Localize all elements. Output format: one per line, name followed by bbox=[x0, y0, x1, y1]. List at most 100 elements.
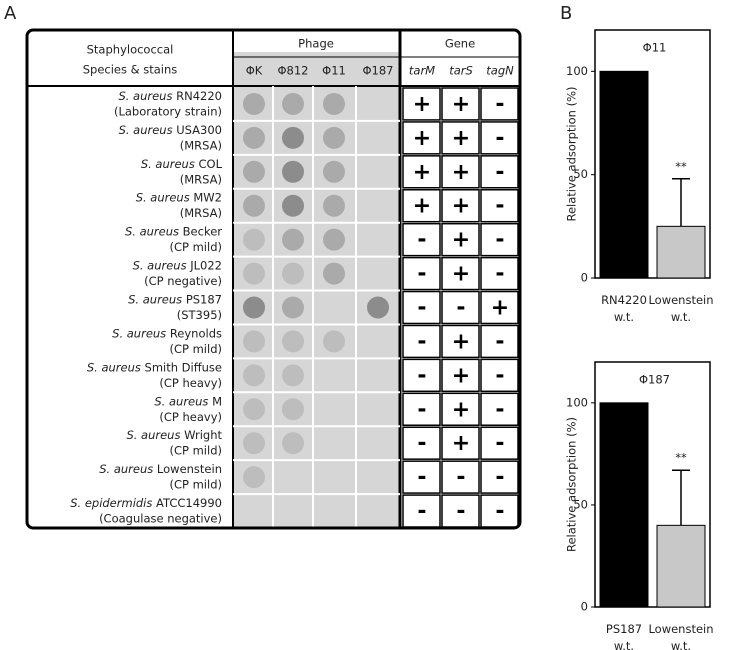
bar bbox=[656, 225, 706, 279]
plaque-spot bbox=[282, 92, 304, 115]
strain: COL bbox=[199, 156, 223, 170]
gene-cell bbox=[441, 324, 480, 359]
gene-cell bbox=[402, 324, 441, 359]
gene-sign: + bbox=[413, 194, 431, 219]
gene-cell bbox=[441, 121, 480, 155]
gene-sign: - bbox=[495, 465, 504, 490]
plaque-spot bbox=[367, 296, 389, 319]
strain: USA300 bbox=[176, 122, 222, 136]
strain-note: (MRSA) bbox=[180, 172, 222, 186]
header-text: Staphylococcal bbox=[87, 43, 174, 57]
gene-sign: - bbox=[495, 431, 504, 456]
plaque-spot bbox=[323, 126, 345, 149]
species: S. aureus bbox=[99, 462, 153, 476]
strain-name: S. aureus JL022 bbox=[133, 258, 222, 272]
plaque-spot bbox=[282, 364, 304, 387]
strain: Wright bbox=[184, 428, 222, 442]
plot-frame bbox=[594, 29, 711, 279]
strain: Reynolds bbox=[170, 326, 222, 340]
gene-cell bbox=[480, 87, 519, 121]
strain-note: (CP mild) bbox=[170, 478, 223, 492]
gene-sign: + bbox=[413, 126, 431, 151]
strain-name: S. aureus Lowenstein bbox=[99, 462, 222, 476]
gene-sign: - bbox=[417, 431, 426, 456]
phage-header: Φ812 bbox=[277, 64, 308, 78]
strain-name: S. aureus M bbox=[154, 394, 222, 408]
gene-cell bbox=[441, 358, 480, 393]
gene-cell bbox=[441, 155, 480, 189]
gene-sign: - bbox=[495, 363, 504, 388]
gene-sign: + bbox=[452, 126, 470, 151]
plaque-spot bbox=[243, 126, 265, 149]
gene-cell bbox=[480, 290, 519, 325]
strain-name: S. aureus PS187 bbox=[128, 292, 222, 306]
gene-sign: - bbox=[417, 465, 426, 490]
gene-cell bbox=[402, 290, 441, 325]
chart-title: Φ187 bbox=[639, 373, 670, 387]
gene-cell bbox=[480, 392, 519, 426]
gene-cell bbox=[480, 222, 519, 257]
x-tick-label: Lowenstein w.t. bbox=[648, 622, 713, 650]
group-header: Gene bbox=[445, 37, 475, 51]
gene-cell bbox=[402, 155, 441, 189]
gene-sign: - bbox=[495, 194, 504, 219]
strain: JL022 bbox=[189, 258, 222, 272]
gene-sign: + bbox=[413, 92, 431, 117]
y-tick-label: 0 bbox=[581, 600, 588, 614]
header-text: Species & stains bbox=[83, 63, 178, 77]
plaque-spot bbox=[243, 194, 265, 217]
gene-sign: - bbox=[495, 92, 504, 117]
gene-sign: - bbox=[495, 160, 504, 185]
plaque-spot bbox=[282, 262, 304, 285]
phage-header: Φ187 bbox=[362, 64, 393, 78]
gene-sign: - bbox=[456, 296, 465, 321]
strain-name: S. aureus Wright bbox=[126, 428, 222, 442]
gene-cell bbox=[441, 460, 480, 494]
x-tick-label: RN4220 w.t. bbox=[601, 293, 647, 324]
y-tick-label: 100 bbox=[566, 395, 588, 409]
significance: ** bbox=[675, 451, 687, 465]
gene-cell bbox=[480, 460, 519, 494]
gene-sign: + bbox=[452, 363, 470, 388]
plaque-spot bbox=[243, 228, 265, 251]
x-tick-label: PS187 w.t. bbox=[606, 622, 642, 650]
plaque-spot bbox=[323, 262, 345, 285]
gene-sign: + bbox=[413, 160, 431, 185]
gene-cell bbox=[441, 87, 480, 121]
gene-sign: + bbox=[491, 296, 509, 321]
gene-cell bbox=[480, 358, 519, 393]
gene-sign: + bbox=[452, 160, 470, 185]
table-frame bbox=[25, 28, 522, 530]
plaque-spot bbox=[282, 228, 304, 251]
phage-header: Φ11 bbox=[322, 64, 346, 78]
gene-sign: + bbox=[452, 431, 470, 456]
plaque-spot bbox=[323, 160, 345, 183]
gene-sign: + bbox=[452, 92, 470, 117]
chart-title: Φ11 bbox=[643, 41, 667, 55]
gene-sign: - bbox=[495, 397, 504, 422]
gene-cell bbox=[480, 256, 519, 291]
y-tick-label: 50 bbox=[573, 167, 588, 181]
plaque-spot bbox=[243, 398, 265, 421]
plaque-spot bbox=[282, 432, 304, 455]
panel-label: B bbox=[560, 3, 572, 24]
plaque-spot bbox=[282, 160, 304, 183]
strain-note: (CP heavy) bbox=[159, 376, 222, 390]
gene-cell bbox=[441, 222, 480, 257]
gene-sign: - bbox=[417, 296, 426, 321]
strain: Smith Diffuse bbox=[145, 360, 222, 374]
strain-note: (MRSA) bbox=[180, 138, 222, 152]
gene-cell bbox=[402, 358, 441, 393]
strain-name: S. aureus MW2 bbox=[136, 190, 222, 204]
gene-cell bbox=[402, 121, 441, 155]
gene-sign: - bbox=[417, 397, 426, 422]
gene-cell bbox=[402, 189, 441, 223]
strain-name: S. aureus COL bbox=[141, 156, 223, 170]
plaque-spot bbox=[282, 330, 304, 353]
gene-header: tarM bbox=[409, 64, 435, 78]
plaque-spot bbox=[243, 364, 265, 387]
panel-label: A bbox=[4, 3, 17, 24]
species: S. aureus bbox=[119, 122, 173, 136]
gene-cell bbox=[480, 121, 519, 155]
